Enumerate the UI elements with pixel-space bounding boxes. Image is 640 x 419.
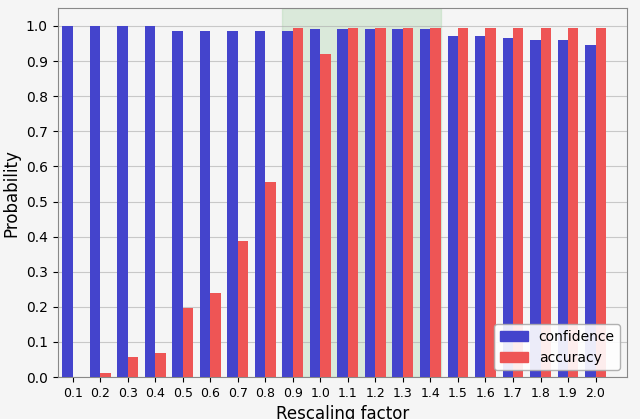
Bar (282, 31, 293, 377)
Bar (156, 352, 166, 377)
Bar (117, 26, 128, 377)
Bar (541, 28, 551, 377)
Bar (403, 28, 413, 377)
Bar (376, 28, 386, 377)
Bar (145, 26, 156, 377)
Bar (502, 38, 513, 377)
Bar (392, 29, 403, 377)
Bar (513, 28, 524, 377)
Legend: confidence, accuracy: confidence, accuracy (494, 324, 620, 370)
Bar (238, 241, 248, 377)
Y-axis label: Probability: Probability (3, 149, 20, 237)
Bar (568, 28, 579, 377)
Bar (458, 28, 468, 377)
Bar (431, 28, 441, 377)
Bar (172, 31, 183, 377)
Bar (200, 31, 211, 377)
Bar (183, 308, 193, 377)
Bar (255, 31, 266, 377)
Bar (227, 31, 238, 377)
Bar (282, 8, 442, 377)
Bar (337, 29, 348, 377)
Bar (447, 36, 458, 377)
Bar (475, 36, 486, 377)
Bar (100, 373, 111, 377)
Bar (557, 40, 568, 377)
Bar (211, 293, 221, 377)
Bar (420, 29, 431, 377)
Bar (62, 26, 73, 377)
X-axis label: Rescaling factor: Rescaling factor (276, 405, 409, 419)
Bar (530, 40, 541, 377)
Bar (321, 54, 331, 377)
Bar (293, 28, 303, 377)
Bar (365, 29, 376, 377)
Bar (596, 28, 606, 377)
Bar (90, 26, 100, 377)
Bar (585, 45, 596, 377)
Bar (128, 357, 138, 377)
Bar (348, 28, 358, 377)
Bar (266, 182, 276, 377)
Bar (486, 28, 496, 377)
Bar (310, 29, 321, 377)
